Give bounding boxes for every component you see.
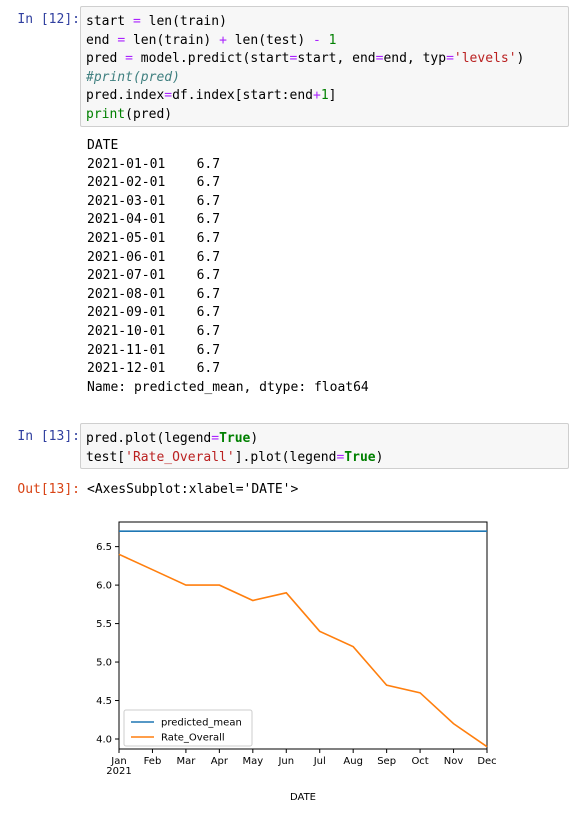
code-token: = <box>211 431 219 446</box>
code-token: - <box>313 33 321 48</box>
code-token: = <box>446 51 454 66</box>
x-tick-label: Mar <box>176 756 196 767</box>
code-token: = <box>164 88 172 103</box>
cell12-code-line: print(pred) <box>86 106 563 125</box>
code-token: df.index[start:end <box>172 88 313 103</box>
y-tick-label: 6.5 <box>96 542 112 553</box>
cell12-code-line: #print(pred) <box>86 69 563 88</box>
output-line: 2021-07-01 6.7 <box>87 267 369 286</box>
code-token: len(train) <box>141 14 227 29</box>
code-token: ) <box>517 51 525 66</box>
output-line: 2021-10-01 6.7 <box>87 323 369 342</box>
output-line: 2021-06-01 6.7 <box>87 249 369 268</box>
cell13-code-line: pred.plot(legend=True) <box>86 430 563 449</box>
output-line: 2021-01-01 6.7 <box>87 156 369 175</box>
code-token: True <box>219 431 250 446</box>
cell12-code-line: pred.index=df.index[start:end+1] <box>86 87 563 106</box>
x-tick-label: Aug <box>343 756 363 767</box>
x-axis-label: DATE <box>290 792 316 803</box>
output-line: 2021-08-01 6.7 <box>87 286 369 305</box>
cell13-code-line: test['Rate_Overall'].plot(legend=True) <box>86 449 563 468</box>
cell-13-code-editor[interactable]: pred.plot(legend=True)test['Rate_Overall… <box>80 423 569 469</box>
code-token <box>321 33 329 48</box>
code-token: len(train) <box>125 33 219 48</box>
code-token: model.predict(start <box>133 51 290 66</box>
code-token: pred.plot(legend <box>86 431 211 446</box>
code-token: = <box>125 51 133 66</box>
cell-13-prompt: In [13]: <box>0 428 80 446</box>
code-token: = <box>133 14 141 29</box>
x-tick-label: Dec <box>477 756 496 767</box>
code-token: print <box>86 107 125 122</box>
code-token: 1 <box>321 88 329 103</box>
cell-12-prompt: In [12]: <box>0 11 80 29</box>
code-token: 'Rate_Overall' <box>125 450 235 465</box>
x-tick-label: Oct <box>411 756 428 767</box>
code-token: len(test) <box>227 33 313 48</box>
output-line: Name: predicted_mean, dtype: float64 <box>87 379 369 398</box>
x-tick-label: Sep <box>377 756 396 767</box>
output-line: 2021-02-01 6.7 <box>87 174 369 193</box>
cell-12-code-editor[interactable]: start = len(train)end = len(train) + len… <box>80 6 569 127</box>
y-tick-label: 5.0 <box>96 658 112 669</box>
code-token: end <box>86 33 117 48</box>
code-token: + <box>313 88 321 103</box>
x-tick-label: Apr <box>211 756 229 767</box>
output-line: 2021-05-01 6.7 <box>87 230 369 249</box>
code-token: start <box>86 14 133 29</box>
output-line: 2021-03-01 6.7 <box>87 193 369 212</box>
code-token: = <box>117 33 125 48</box>
output-line: DATE <box>87 137 369 156</box>
legend-label: Rate_Overall <box>161 733 225 744</box>
output-line: 2021-04-01 6.7 <box>87 211 369 230</box>
x-tick-label: Feb <box>144 756 162 767</box>
legend-label: predicted_mean <box>161 718 242 729</box>
x-tick-label: May <box>242 756 263 767</box>
code-token: + <box>219 33 227 48</box>
y-tick-label: 4.5 <box>96 696 112 707</box>
x-tick-label: 2021 <box>106 766 131 777</box>
y-tick-label: 5.5 <box>96 619 112 630</box>
output-line: 2021-12-01 6.7 <box>87 360 369 379</box>
code-token: ] <box>329 88 337 103</box>
x-tick-label: Jul <box>313 756 326 767</box>
code-token: ].plot(legend <box>235 450 337 465</box>
code-token: (pred) <box>125 107 172 122</box>
code-token: True <box>344 450 375 465</box>
code-token: test[ <box>86 450 125 465</box>
output-line: 2021-09-01 6.7 <box>87 304 369 323</box>
code-token: end, typ <box>383 51 446 66</box>
cell-13-out-text: <AxesSubplot:xlabel='DATE'> <box>87 481 298 500</box>
code-token: 'levels' <box>454 51 517 66</box>
code-token: pred.index <box>86 88 164 103</box>
output-line: 2021-11-01 6.7 <box>87 342 369 361</box>
y-tick-label: 6.0 <box>96 581 112 592</box>
code-token: ) <box>250 431 258 446</box>
code-token: #print(pred) <box>86 70 180 85</box>
code-token: ) <box>376 450 384 465</box>
code-token: pred <box>86 51 125 66</box>
code-token: start, end <box>297 51 375 66</box>
y-tick-label: 4.0 <box>96 734 112 745</box>
cell12-code-line: end = len(train) + len(test) - 1 <box>86 32 563 51</box>
x-tick-label: Jun <box>277 756 294 767</box>
cell-13-out-prompt: Out[13]: <box>0 481 80 499</box>
code-token: 1 <box>329 33 337 48</box>
cell12-code-line: pred = model.predict(start=start, end=en… <box>86 50 563 69</box>
cell12-code-line: start = len(train) <box>86 13 563 32</box>
x-tick-label: Nov <box>444 756 464 767</box>
